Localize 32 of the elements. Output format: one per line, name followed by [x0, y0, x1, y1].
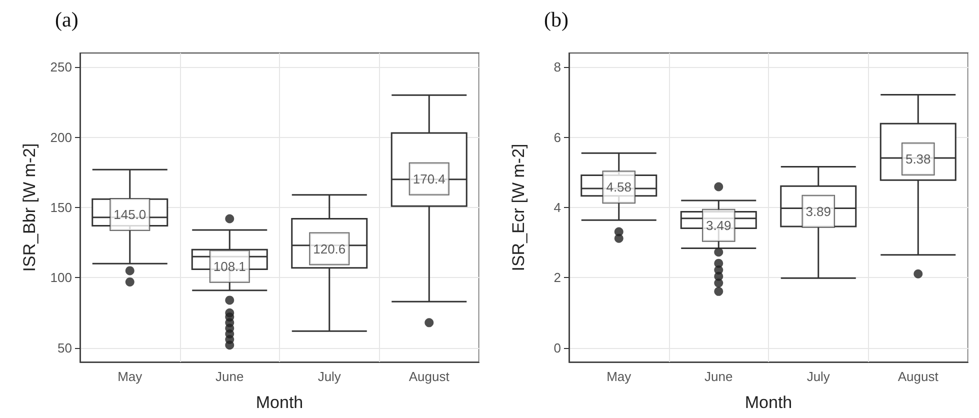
- x-tick-label: May: [606, 369, 632, 384]
- text: 145.0: [114, 207, 146, 222]
- x-tick-label: July: [318, 369, 342, 384]
- chart-title: (b): [544, 8, 568, 32]
- y-tick-label: 50: [58, 340, 72, 356]
- chart-title: (a): [55, 8, 78, 32]
- text: 5.38: [905, 152, 931, 167]
- text: 108.1: [213, 258, 246, 274]
- x-tick-label: June: [704, 369, 733, 384]
- y-tick-label: 4: [554, 200, 561, 215]
- y-axis-title: ISR_Bbr [W m-2]: [20, 143, 39, 272]
- y-tick-label: 200: [50, 130, 72, 145]
- text: 170.4: [412, 171, 446, 186]
- x-tick-label: July: [806, 369, 830, 384]
- x-tick-label: May: [118, 369, 143, 384]
- x-axis-title: Month: [744, 393, 792, 412]
- x-axis-title: Month: [256, 393, 304, 412]
- y-tick-label: 100: [50, 270, 72, 286]
- y-tick-label: 8: [554, 60, 561, 75]
- y-axis-title: ISR_Ecr [W m-2]: [509, 144, 528, 272]
- text: 4.58: [606, 180, 632, 195]
- y-tick-label: 250: [50, 60, 72, 75]
- text: 120.6: [313, 241, 346, 256]
- y-tick-label: 2: [554, 270, 561, 286]
- y-tick-label: 0: [554, 340, 561, 356]
- x-tick-label: August: [408, 369, 450, 384]
- x-tick-label: June: [216, 369, 244, 384]
- text: 3.49: [706, 218, 732, 233]
- text: 3.89: [806, 204, 832, 219]
- y-tick-label: 6: [554, 130, 561, 145]
- x-tick-label: August: [898, 369, 939, 384]
- y-tick-label: 150: [50, 200, 72, 215]
